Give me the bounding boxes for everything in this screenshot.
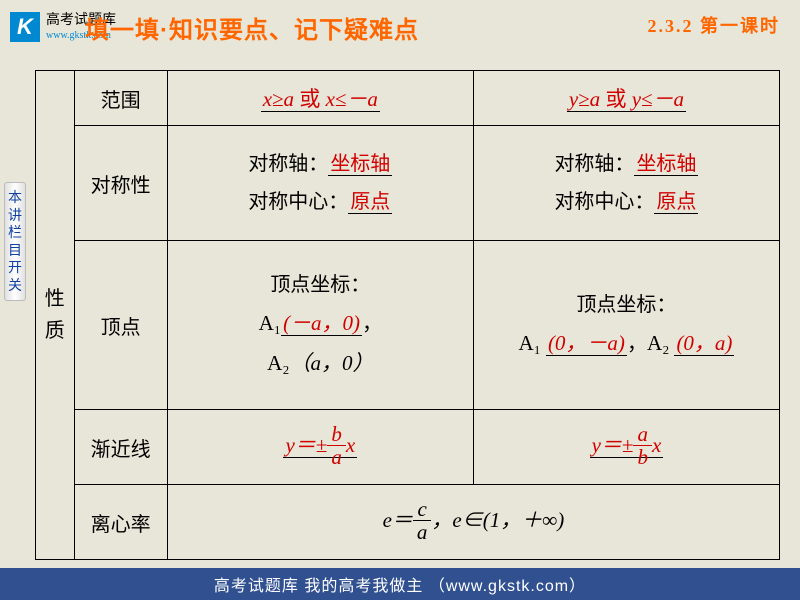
- row-vertex: 顶点 顶点坐标： A₁(－a，0)， A₂（a，0） 顶点坐标： A₁ (0，－…: [36, 241, 780, 410]
- asy1-num: b: [327, 424, 346, 446]
- sidebar-label: 本讲栏目开关: [7, 189, 23, 294]
- title-main: 知识要点、记下疑难点: [169, 17, 419, 44]
- page-title: 填一填·知识要点、记下疑难点: [85, 10, 419, 45]
- sym-axis-lbl-1: 对称轴：: [248, 153, 328, 175]
- asy2-lhs: y＝±: [592, 433, 634, 457]
- row-symmetry: 对称性 对称轴：坐标轴 对称中心：原点 对称轴：坐标轴 对称中心：原点: [36, 126, 780, 241]
- row-range: 性质 范围 x≥a 或 x≤－a y≥a 或 y≤－a: [36, 71, 780, 126]
- sym-ctr-lbl-1: 对称中心：: [248, 191, 348, 213]
- vtx-head-2: 顶点坐标：: [576, 294, 676, 316]
- ecc-tail: ，e∈(1，＋∞): [431, 508, 564, 532]
- range-or1: 或: [299, 87, 320, 111]
- sym-axis-val-1: 坐标轴: [328, 153, 392, 176]
- symmetry-label: 对称性: [74, 126, 167, 241]
- row-eccentricity: 离心率 e＝ca，e∈(1，＋∞): [36, 485, 780, 560]
- ecc-den: a: [413, 521, 432, 544]
- asy1-lhs: y＝±: [285, 433, 327, 457]
- range-or2: 或: [605, 87, 626, 111]
- sym-axis-val-2: 坐标轴: [634, 153, 698, 176]
- vertex-label: 顶点: [74, 241, 167, 410]
- row-asymptote: 渐近线 y＝±bax y＝±abx: [36, 410, 780, 485]
- vertex-col1: 顶点坐标： A₁(－a，0)， A₂（a，0）: [167, 241, 473, 410]
- range-label: 范围: [74, 71, 167, 126]
- vtx2-a1v: (0，－a): [546, 331, 627, 356]
- vtx2-sep: ，: [627, 333, 647, 355]
- sidebar-toggle[interactable]: 本讲栏目开关: [4, 182, 26, 301]
- vtx1-a1v: (－a，0): [281, 311, 362, 336]
- range-c2b: y≤－a: [632, 87, 684, 111]
- asymptote-col1: y＝±bax: [167, 410, 473, 485]
- sym-ctr-val-1: 原点: [348, 191, 392, 214]
- footer-text: 高考试题库 我的高考我做主 （www.gkstk.com）: [214, 572, 586, 596]
- asy2-num: a: [633, 424, 652, 446]
- group-label: 性质: [36, 71, 75, 560]
- range-c2a: y≥a: [569, 87, 600, 111]
- properties-table: 性质 范围 x≥a 或 x≤－a y≥a 或 y≤－a 对称性 对称轴：坐标轴 …: [35, 70, 780, 560]
- vtx1-comma: ，: [362, 313, 382, 335]
- eccentricity-val: e＝ca，e∈(1，＋∞): [167, 485, 779, 560]
- asy2-den: b: [633, 446, 652, 469]
- asy2-rhs: x: [652, 433, 661, 457]
- logo-mark: K: [10, 12, 40, 42]
- vertex-col2: 顶点坐标： A₁ (0，－a)，A₂ (0，a): [473, 241, 779, 410]
- footer: 高考试题库 我的高考我做主 （www.gkstk.com）: [0, 568, 800, 600]
- sym-ctr-lbl-2: 对称中心：: [554, 191, 654, 213]
- asymptote-col2: y＝±abx: [473, 410, 779, 485]
- vtx1-a2p: A₂: [267, 351, 290, 375]
- vtx2-a2v: (0，a): [674, 331, 734, 356]
- asymptote-label: 渐近线: [74, 410, 167, 485]
- range-c1b: x≤－a: [326, 87, 378, 111]
- sym-ctr-val-2: 原点: [654, 191, 698, 214]
- asy1-den: a: [327, 446, 346, 469]
- header: K 高考试题库 www.gkstk.com 填一填·知识要点、记下疑难点 2.3…: [0, 0, 800, 54]
- vtx2-a1p: A₁: [518, 331, 541, 355]
- section-number: 2.3.2 第一课时: [648, 12, 781, 38]
- range-c1a: x≥a: [263, 87, 294, 111]
- eccentricity-label: 离心率: [74, 485, 167, 560]
- vtx1-a1p: A₁: [259, 311, 282, 335]
- ecc-lhs: e＝: [383, 508, 413, 532]
- range-col1: x≥a 或 x≤－a: [167, 71, 473, 126]
- vtx2-a2p: A₂: [647, 331, 670, 355]
- vtx1-a2v: （a，0）: [290, 351, 374, 375]
- sym-axis-lbl-2: 对称轴：: [554, 153, 634, 175]
- asy1-rhs: x: [346, 433, 355, 457]
- range-col2: y≥a 或 y≤－a: [473, 71, 779, 126]
- symmetry-col1: 对称轴：坐标轴 对称中心：原点: [167, 126, 473, 241]
- title-prefix: 填一填·: [85, 17, 169, 44]
- ecc-num: c: [413, 499, 432, 521]
- vtx-head-1: 顶点坐标：: [270, 274, 370, 296]
- content: 性质 范围 x≥a 或 x≤－a y≥a 或 y≤－a 对称性 对称轴：坐标轴 …: [35, 70, 780, 560]
- symmetry-col2: 对称轴：坐标轴 对称中心：原点: [473, 126, 779, 241]
